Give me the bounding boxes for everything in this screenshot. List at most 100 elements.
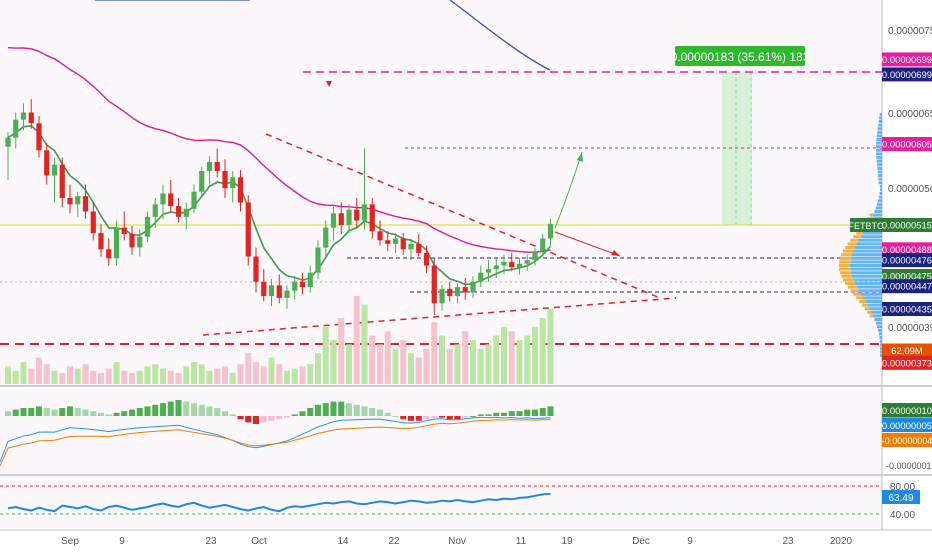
- volume-bar: [322, 326, 329, 384]
- macd-label-bg: [882, 433, 932, 447]
- candle: [268, 279, 275, 306]
- candle-body: [152, 204, 158, 217]
- ema-fast-line: [7, 124, 552, 286]
- profile-bar: [876, 138, 882, 141]
- candle: [354, 198, 360, 228]
- volume-bar: [175, 373, 182, 384]
- profile-bar: [851, 274, 882, 278]
- profile-bar: [875, 206, 882, 210]
- macd-histogram-bar: [51, 409, 58, 416]
- macd-label-bg: [882, 418, 932, 432]
- candle: [346, 204, 352, 234]
- macd-histogram-bar: [508, 411, 515, 416]
- volume-bars: [5, 296, 554, 384]
- macd-histogram-bar: [408, 416, 414, 421]
- macd-histogram-bar: [276, 416, 283, 420]
- volume-bar: [415, 357, 422, 384]
- symbol-price-text: 0.00000515: [882, 221, 932, 232]
- candle-body: [59, 164, 65, 198]
- volume-bar: [36, 357, 42, 384]
- candle-body: [137, 236, 143, 248]
- candle: [408, 238, 414, 261]
- candle-body: [509, 261, 515, 268]
- candle: [113, 220, 120, 266]
- price-label: 0.00000476: [882, 253, 932, 268]
- price-axis[interactable]: 0.00000750 0.00000650 0.00000560 0.00000…: [888, 26, 932, 334]
- volume-bar: [12, 370, 19, 384]
- candle: [509, 252, 515, 271]
- volume-bar: [136, 370, 143, 384]
- macd-histogram-bar: [315, 404, 321, 416]
- volume-bar: [377, 344, 383, 384]
- candle-body: [385, 240, 391, 244]
- volume-bar: [485, 344, 492, 384]
- volume-bar: [307, 364, 314, 384]
- candle-body: [540, 238, 546, 252]
- candle: [183, 202, 189, 230]
- profile-bar-sell: [838, 264, 850, 267]
- candle: [462, 278, 468, 300]
- candle: [98, 224, 104, 257]
- candle-body: [28, 112, 34, 124]
- candle-body: [20, 112, 27, 120]
- candle: [59, 157, 65, 207]
- ascending-trendline[interactable]: [202, 297, 677, 336]
- candle: [129, 225, 135, 255]
- price-label-bg: [882, 355, 932, 370]
- profile-bar-sell: [853, 292, 861, 296]
- volume-bar: [98, 373, 104, 384]
- volume-bar: [237, 364, 244, 384]
- profile-bar-sell: [845, 282, 855, 285]
- volume-bar: [121, 370, 128, 384]
- profile-bar: [867, 303, 882, 307]
- profile-bar: [876, 159, 882, 163]
- candle: [276, 274, 282, 304]
- price-label-bg: [882, 343, 932, 358]
- candle-body: [524, 260, 530, 264]
- macd-histogram-bar: [260, 416, 267, 423]
- candle-body: [516, 263, 523, 268]
- macd-histogram-bar: [237, 416, 244, 420]
- candle-body: [377, 231, 383, 241]
- volume-bar: [524, 335, 531, 384]
- candle: [261, 269, 267, 302]
- macd-label-text: 0.00000010: [882, 406, 932, 417]
- price-label-bg: [882, 279, 932, 294]
- time-axis[interactable]: Sep 9 23 Oct 14 22 Nov 11 19 Dec 9 23 20…: [61, 536, 852, 547]
- time-label: 14: [337, 536, 349, 547]
- profile-bar: [850, 271, 882, 275]
- candle: [175, 198, 182, 223]
- macd-histogram-bar: [167, 401, 174, 416]
- profile-bar-sell: [859, 300, 866, 303]
- ema-mid-line: [7, 47, 551, 253]
- rsi-value-text: 63.49: [888, 493, 913, 504]
- profile-bar: [862, 296, 882, 300]
- symbol-tag-text: FETBTC: [849, 221, 884, 231]
- candle-body: [447, 288, 453, 297]
- price-tick: 0.00000560: [888, 184, 932, 195]
- price-label: 0.00000447: [882, 279, 932, 294]
- profile-bar: [879, 192, 882, 195]
- volume-bar: [439, 335, 445, 384]
- macd-axis[interactable]: 0.00000010 0.00000005 -0.00000004 -0.000…: [882, 403, 932, 471]
- candle-body: [338, 213, 344, 225]
- price-label: 0.00000699: [882, 67, 932, 82]
- macd-histogram-bar: [136, 408, 143, 416]
- profile-bar: [872, 314, 882, 318]
- profile-bar: [879, 112, 882, 116]
- price-label: 0.00000373: [882, 355, 932, 370]
- volume-bar: [206, 370, 213, 384]
- profile-bar: [865, 300, 882, 303]
- rsi-axis[interactable]: 80.00 63.49 40.00: [882, 482, 920, 521]
- candle: [423, 245, 430, 273]
- rsi-tick-80: 80.00: [890, 482, 915, 493]
- candle: [121, 211, 127, 241]
- profile-bar-sell: [862, 303, 868, 307]
- candle: [330, 207, 337, 241]
- candle-body: [113, 227, 120, 259]
- descending-trendline[interactable]: [265, 133, 661, 299]
- profile-bar: [878, 177, 882, 181]
- price-label-bg: [882, 137, 932, 151]
- candle-body: [253, 256, 259, 282]
